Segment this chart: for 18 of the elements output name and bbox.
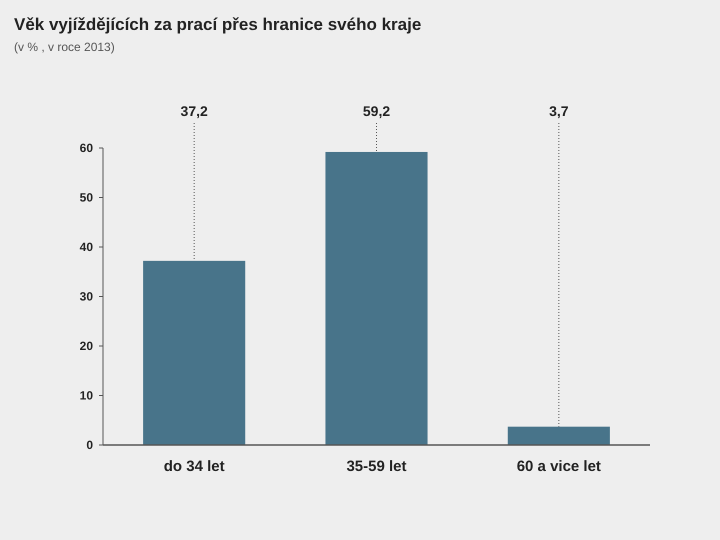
x-tick-label: 35-59 let <box>346 458 407 475</box>
y-tick-label: 50 <box>80 190 94 205</box>
data-label: 37,2 <box>180 103 208 119</box>
data-label: 59,2 <box>362 103 390 119</box>
y-tick-label: 20 <box>80 339 94 354</box>
y-tick-label: 40 <box>80 240 94 254</box>
data-label: 3,7 <box>549 103 569 119</box>
y-tick-label: 10 <box>80 388 94 403</box>
x-tick-label: do 34 let <box>164 458 225 475</box>
chart-title: Věk vyjíždějících za prací přes hranice svého kraje <box>14 15 422 34</box>
chart-subtitle: (v % , v roce 2013) <box>14 40 115 54</box>
y-tick-label: 0 <box>86 438 94 452</box>
x-tick-label: 60 a vice let <box>516 458 601 475</box>
y-tick-label: 30 <box>80 290 94 304</box>
bar <box>508 426 610 445</box>
bar <box>143 260 246 445</box>
y-tick-label: 60 <box>80 141 94 156</box>
bar <box>325 152 428 445</box>
